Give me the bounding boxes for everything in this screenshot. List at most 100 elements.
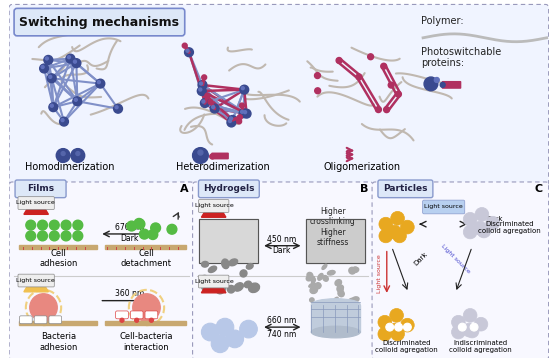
Circle shape [465, 324, 479, 338]
Ellipse shape [335, 280, 342, 286]
Text: Indiscriminated
colloid agregation: Indiscriminated colloid agregation [449, 340, 512, 353]
Bar [311, 305, 360, 332]
Circle shape [97, 81, 100, 84]
Ellipse shape [307, 273, 313, 278]
Circle shape [210, 104, 219, 113]
Circle shape [135, 318, 139, 322]
Circle shape [241, 110, 244, 113]
Circle shape [376, 106, 381, 113]
Text: Homodimerization: Homodimerization [25, 162, 115, 172]
Circle shape [242, 109, 251, 118]
Text: Oligomerization: Oligomerization [324, 162, 401, 172]
Text: Dark: Dark [120, 234, 139, 243]
Ellipse shape [338, 287, 343, 292]
Text: Dark: Dark [413, 251, 429, 266]
Circle shape [463, 309, 477, 322]
Text: Heterodimerization: Heterodimerization [176, 162, 270, 172]
Circle shape [388, 225, 402, 239]
Circle shape [228, 119, 232, 122]
Ellipse shape [315, 283, 321, 289]
Text: Bacteria
adhesion: Bacteria adhesion [39, 332, 78, 352]
Circle shape [66, 54, 75, 63]
Bar [105, 245, 186, 249]
Circle shape [200, 99, 210, 108]
Circle shape [134, 218, 144, 228]
Circle shape [210, 154, 215, 159]
FancyBboxPatch shape [372, 182, 548, 360]
Circle shape [368, 54, 373, 60]
FancyBboxPatch shape [18, 274, 54, 287]
Ellipse shape [352, 297, 359, 302]
Circle shape [390, 212, 404, 225]
Circle shape [227, 118, 236, 127]
Circle shape [424, 77, 438, 91]
Ellipse shape [216, 284, 225, 294]
Circle shape [120, 318, 124, 322]
Text: Light source: Light source [377, 254, 382, 292]
Ellipse shape [311, 278, 315, 284]
Circle shape [384, 107, 389, 113]
Ellipse shape [353, 268, 359, 273]
Circle shape [400, 220, 414, 234]
Circle shape [395, 323, 403, 331]
Circle shape [37, 231, 47, 241]
Text: Cell
detachment: Cell detachment [121, 249, 172, 268]
Ellipse shape [327, 270, 335, 275]
Text: 740 nm: 740 nm [267, 330, 296, 339]
Circle shape [205, 93, 210, 98]
Ellipse shape [311, 299, 360, 310]
Circle shape [458, 323, 466, 331]
Text: C: C [535, 184, 543, 194]
Circle shape [182, 43, 187, 48]
Circle shape [390, 309, 404, 322]
Ellipse shape [213, 285, 221, 292]
Circle shape [475, 208, 489, 221]
Ellipse shape [311, 326, 360, 338]
Bar [200, 219, 258, 264]
Text: 670 nm: 670 nm [115, 223, 145, 232]
Circle shape [239, 109, 248, 118]
Circle shape [388, 82, 394, 88]
Circle shape [228, 116, 237, 124]
Ellipse shape [219, 277, 227, 283]
Circle shape [463, 323, 476, 337]
FancyBboxPatch shape [199, 200, 229, 212]
Circle shape [388, 323, 402, 337]
Ellipse shape [240, 270, 247, 277]
Bar [105, 321, 186, 325]
Text: Hydrogels: Hydrogels [203, 184, 255, 193]
Circle shape [474, 317, 488, 331]
Circle shape [30, 294, 57, 321]
Circle shape [49, 103, 58, 112]
FancyBboxPatch shape [442, 81, 461, 89]
Bar [200, 219, 258, 264]
Text: Particles: Particles [383, 184, 428, 193]
Ellipse shape [199, 275, 207, 283]
Circle shape [56, 149, 70, 162]
Ellipse shape [227, 286, 235, 293]
Circle shape [463, 212, 477, 226]
FancyBboxPatch shape [422, 200, 465, 214]
Ellipse shape [353, 267, 358, 272]
Circle shape [463, 225, 477, 239]
Circle shape [315, 88, 321, 94]
Circle shape [50, 231, 59, 241]
Text: Light source: Light source [16, 200, 55, 205]
Circle shape [440, 82, 445, 87]
Text: Light source: Light source [195, 279, 234, 283]
Circle shape [114, 104, 123, 113]
Ellipse shape [222, 259, 229, 269]
Text: 360 nm: 360 nm [115, 289, 145, 298]
FancyBboxPatch shape [9, 4, 548, 186]
Circle shape [212, 106, 214, 109]
FancyBboxPatch shape [199, 275, 229, 288]
Circle shape [68, 56, 70, 58]
Circle shape [452, 325, 465, 339]
Circle shape [45, 57, 48, 60]
FancyBboxPatch shape [19, 316, 32, 324]
Polygon shape [24, 205, 48, 214]
Circle shape [133, 294, 160, 321]
Text: Discriminated
colloid agregation: Discriminated colloid agregation [375, 340, 438, 353]
Circle shape [216, 318, 234, 336]
Text: Light source: Light source [440, 243, 471, 274]
